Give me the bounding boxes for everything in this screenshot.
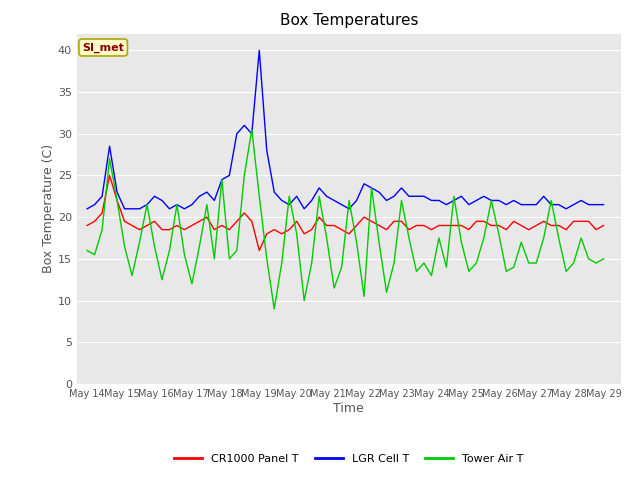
Title: Box Temperatures: Box Temperatures [280,13,418,28]
Legend: CR1000 Panel T, LGR Cell T, Tower Air T: CR1000 Panel T, LGR Cell T, Tower Air T [170,449,528,468]
Text: SI_met: SI_met [82,42,124,53]
Y-axis label: Box Temperature (C): Box Temperature (C) [42,144,55,274]
X-axis label: Time: Time [333,402,364,415]
